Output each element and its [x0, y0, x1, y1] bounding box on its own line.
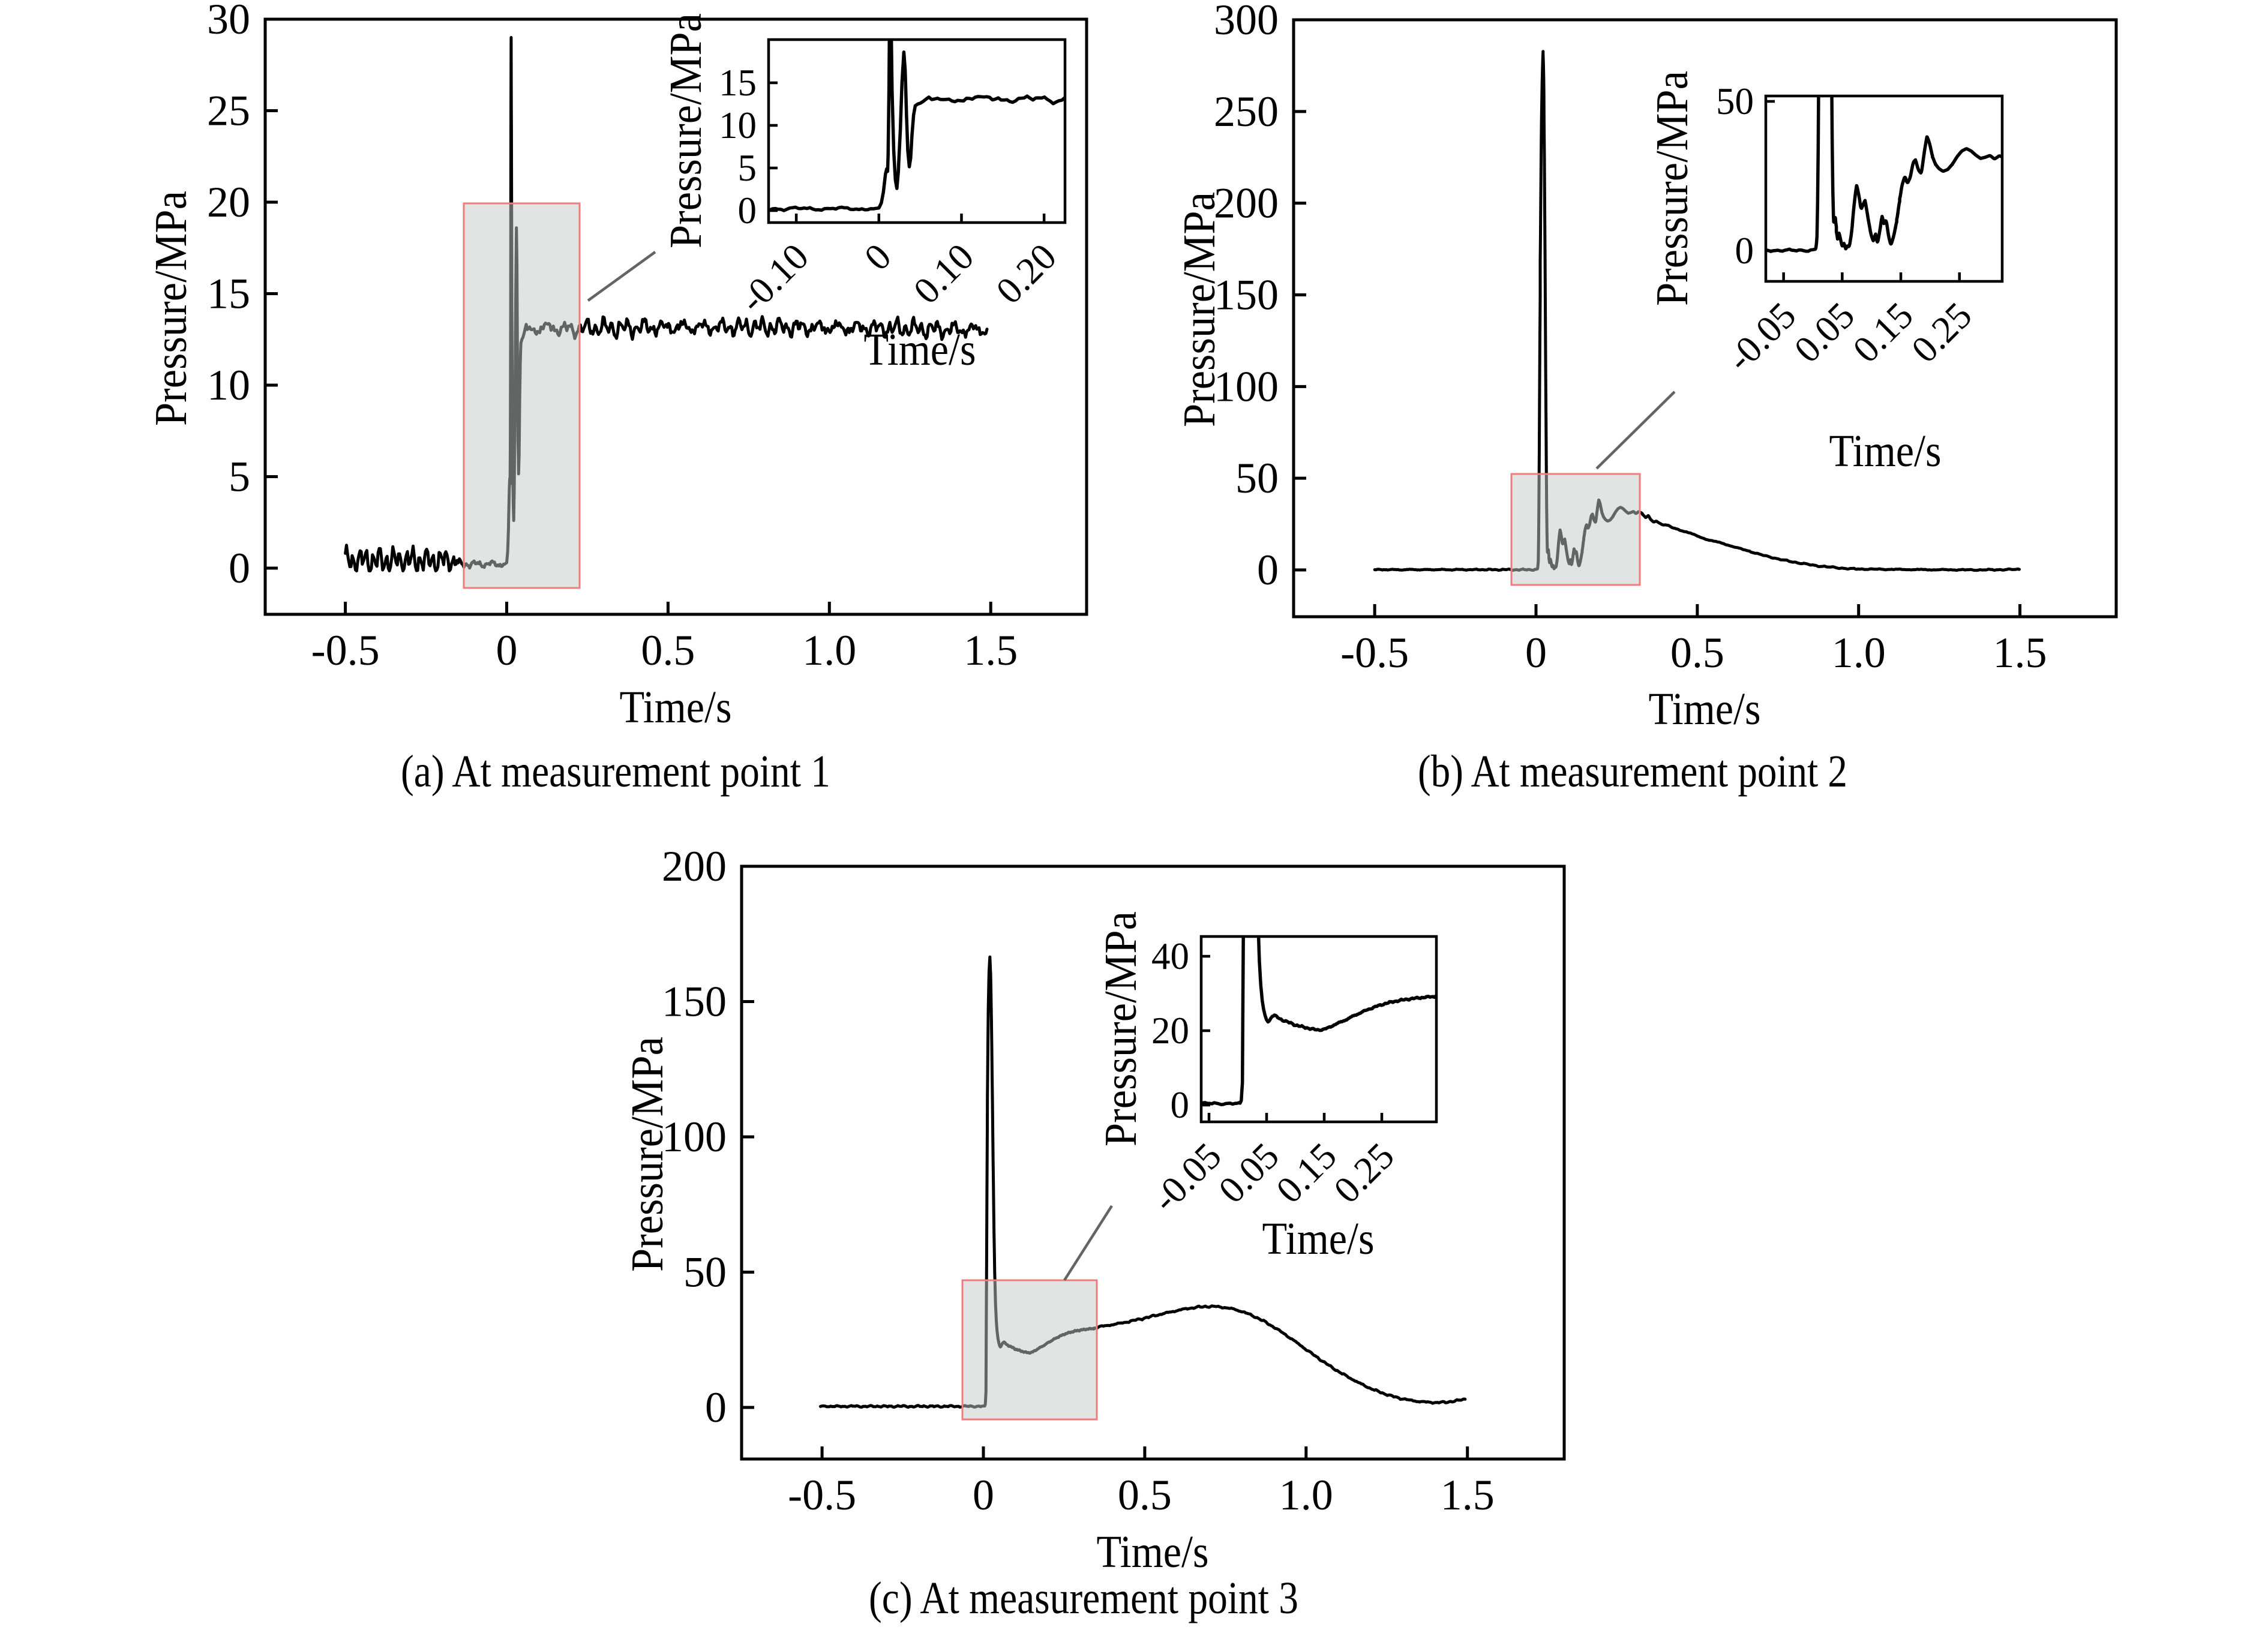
svg-text:0: 0 [1735, 230, 1754, 272]
svg-text:0: 0 [738, 190, 757, 232]
svg-text:15: 15 [207, 270, 250, 318]
svg-text:150: 150 [1214, 271, 1279, 319]
svg-text:20: 20 [207, 178, 250, 226]
svg-text:200: 200 [662, 842, 727, 890]
svg-text:0: 0 [1257, 546, 1279, 594]
svg-text:300: 300 [1214, 0, 1279, 44]
svg-text:1.5: 1.5 [1993, 629, 2047, 677]
svg-text:0.5: 0.5 [641, 626, 695, 674]
svg-text:1.0: 1.0 [1832, 629, 1886, 677]
svg-text:0.5: 0.5 [1670, 629, 1724, 677]
svg-text:50: 50 [1716, 80, 1754, 122]
svg-text:-0.5: -0.5 [788, 1471, 856, 1519]
svg-text:5: 5 [738, 147, 757, 189]
svg-text:(a) At measurement point 1: (a) At measurement point 1 [401, 746, 830, 797]
svg-text:Time/s: Time/s [1649, 684, 1761, 734]
svg-text:1.5: 1.5 [1441, 1471, 1495, 1519]
svg-text:-0.5: -0.5 [1340, 629, 1409, 677]
svg-text:100: 100 [662, 1113, 727, 1161]
svg-text:0: 0 [973, 1471, 994, 1519]
svg-text:150: 150 [662, 978, 727, 1026]
svg-text:5: 5 [229, 453, 250, 501]
svg-text:Pressure/MPa: Pressure/MPa [661, 13, 711, 248]
svg-text:25: 25 [207, 87, 250, 135]
svg-text:0.5: 0.5 [1118, 1471, 1172, 1519]
svg-text:Pressure/MPa: Pressure/MPa [146, 191, 196, 426]
svg-text:50: 50 [683, 1248, 727, 1296]
svg-text:100: 100 [1214, 362, 1279, 410]
svg-text:0: 0 [229, 544, 250, 592]
svg-text:0: 0 [1171, 1084, 1190, 1126]
svg-text:(c) At measurement point 3: (c) At measurement point 3 [869, 1573, 1298, 1623]
svg-text:30: 30 [207, 0, 250, 43]
svg-text:Pressure/MPa: Pressure/MPa [1096, 911, 1146, 1146]
svg-text:Time/s: Time/s [1097, 1527, 1209, 1577]
svg-text:10: 10 [207, 361, 250, 409]
svg-text:(b) At measurement point 2: (b) At measurement point 2 [1418, 746, 1847, 797]
svg-text:1.5: 1.5 [964, 626, 1018, 674]
svg-text:20: 20 [1151, 1010, 1189, 1052]
svg-text:1.0: 1.0 [802, 626, 856, 674]
svg-text:Pressure/MPa: Pressure/MPa [1174, 192, 1225, 427]
svg-text:Pressure/MPa: Pressure/MPa [622, 1037, 673, 1272]
svg-text:15: 15 [719, 62, 757, 104]
svg-text:0: 0 [1525, 629, 1547, 677]
svg-text:250: 250 [1214, 88, 1279, 136]
svg-text:50: 50 [1235, 454, 1279, 502]
svg-text:1.0: 1.0 [1279, 1471, 1333, 1519]
svg-text:Time/s: Time/s [620, 682, 732, 733]
svg-text:0: 0 [496, 626, 518, 674]
svg-text:Pressure/MPa: Pressure/MPa [1647, 71, 1697, 306]
svg-text:-0.5: -0.5 [311, 626, 380, 674]
svg-text:0: 0 [705, 1383, 727, 1431]
svg-text:200: 200 [1214, 179, 1279, 227]
svg-text:40: 40 [1151, 935, 1189, 977]
svg-text:Time/s: Time/s [1829, 426, 1942, 476]
svg-text:Time/s: Time/s [864, 325, 976, 375]
svg-text:10: 10 [719, 104, 757, 146]
svg-text:Time/s: Time/s [1262, 1214, 1375, 1264]
